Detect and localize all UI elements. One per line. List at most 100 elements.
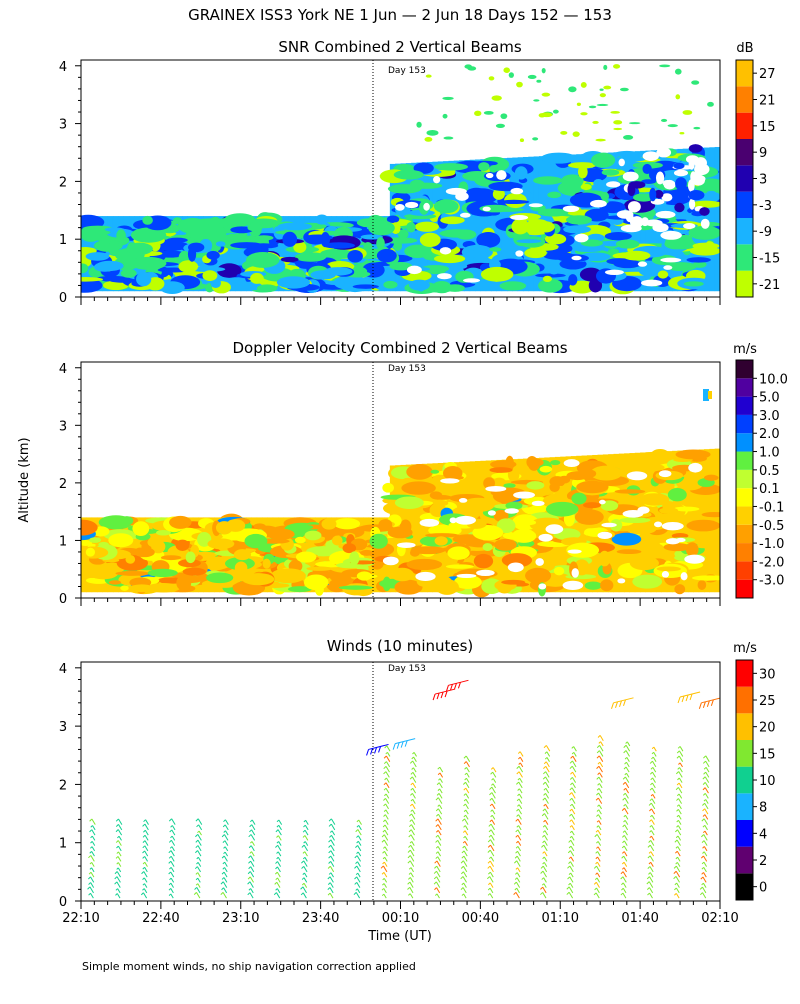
wind-barb-feather: [487, 893, 491, 896]
data-gap: [487, 510, 496, 516]
field-cell: [394, 496, 424, 509]
wind-barb: [357, 845, 362, 852]
wind-barb-feather: [542, 771, 547, 775]
wind-barb: [385, 814, 389, 820]
wind-barb-feather: [542, 830, 546, 833]
wind-barb: [703, 867, 707, 873]
wind-barb: [705, 760, 710, 768]
wind-barb: [703, 872, 707, 878]
wind-barb: [491, 797, 496, 804]
colorbar-swatch: [736, 139, 753, 166]
wind-barb: [489, 882, 494, 888]
wind-barb-feather: [594, 877, 598, 881]
wind-barb: [649, 844, 655, 852]
wind-barb-feather: [193, 892, 197, 896]
field-cell: [433, 199, 459, 214]
wind-barb-feather: [463, 825, 466, 828]
wind-barb: [276, 871, 281, 878]
colorbar-label: 1.0: [759, 446, 780, 461]
wind-barb-feather: [433, 876, 437, 880]
wind-barb-feather: [702, 846, 705, 849]
field-cell: [128, 584, 155, 593]
wind-barb-feather: [702, 802, 705, 806]
wind-barb-feather: [436, 692, 440, 700]
wind-barb-feather: [356, 819, 360, 823]
wind-barb-feather: [87, 886, 91, 890]
wind-barb: [623, 851, 628, 857]
wind-barb: [491, 803, 496, 810]
field-cell: [600, 191, 610, 201]
field-cell: [215, 241, 226, 247]
field-cell: [691, 575, 720, 581]
wind-barb-feather: [355, 861, 358, 865]
wind-barb-feather: [383, 798, 386, 801]
wind-barb-feather: [115, 829, 119, 833]
wind-barb: [545, 776, 550, 783]
colorbar-swatch: [736, 820, 753, 847]
colorbar-label: 21: [759, 94, 776, 109]
wind-barb-feather: [624, 772, 627, 776]
wind-barb: [676, 839, 681, 846]
wind-barb-feather: [461, 893, 464, 896]
wind-barb-feather: [463, 755, 467, 759]
wind-barb: [170, 867, 175, 873]
field-cell: [598, 550, 611, 567]
wind-barb: [651, 814, 655, 820]
data-gap: [606, 181, 621, 188]
wind-barb: [571, 760, 577, 768]
wind-barb-feather: [273, 892, 277, 896]
wind-barb: [437, 797, 443, 804]
wind-barb-feather: [115, 893, 118, 896]
wind-barb-feather: [703, 799, 707, 802]
wind-barb-feather: [249, 851, 252, 854]
field-cell: [277, 222, 312, 231]
wind-barb: [330, 872, 334, 878]
field-column: [235, 216, 242, 292]
wind-barb-feather: [569, 803, 573, 807]
field-cell: [537, 208, 569, 217]
wind-barb: [543, 877, 547, 883]
wind-barb-feather: [675, 846, 679, 849]
wind-barb-feather: [437, 804, 440, 807]
wind-barb-feather: [195, 834, 199, 838]
wind-barb-feather: [569, 813, 572, 817]
wind-barb-feather: [517, 751, 521, 754]
wind-barb: [491, 792, 496, 799]
wind-barb-feather: [408, 893, 411, 896]
wind-barb: [465, 809, 469, 815]
wind-barb-feather: [433, 870, 437, 874]
wind-barb: [329, 887, 334, 894]
field-cell: [693, 126, 701, 130]
wind-barb: [438, 793, 443, 799]
wind-barb-feather: [435, 824, 439, 827]
doppler-title: Doppler Velocity Combined 2 Vertical Bea…: [232, 339, 567, 357]
field-cell: [622, 171, 639, 182]
data-gap: [661, 571, 670, 578]
field-cell: [525, 567, 552, 584]
wind-barb: [623, 855, 628, 862]
field-cell: [566, 542, 600, 558]
data-gap: [482, 206, 491, 212]
wind-barb-feather: [487, 860, 491, 864]
wind-barb: [117, 840, 122, 846]
field-cell: [628, 122, 641, 125]
wind-barb: [223, 871, 228, 878]
wind-barb-feather: [435, 839, 439, 843]
colorbar-swatch: [736, 579, 753, 598]
wind-barb-feather: [409, 841, 413, 844]
x-tick-label: 22:10: [62, 911, 99, 926]
wind-barb-feather: [437, 788, 441, 791]
wind-barb: [144, 850, 149, 857]
wind-barb: [569, 882, 574, 888]
field-cell: [142, 215, 153, 225]
wind-barb-feather: [677, 777, 680, 781]
wind-barb-feather: [625, 741, 628, 744]
wind-barb: [91, 867, 95, 873]
field-cell: [206, 250, 220, 260]
wind-barb-feather: [650, 766, 654, 770]
wind-barb: [624, 830, 628, 836]
wind-barb-feather: [115, 818, 119, 822]
wind-barb-feather: [596, 745, 600, 749]
data-gap: [515, 250, 524, 257]
